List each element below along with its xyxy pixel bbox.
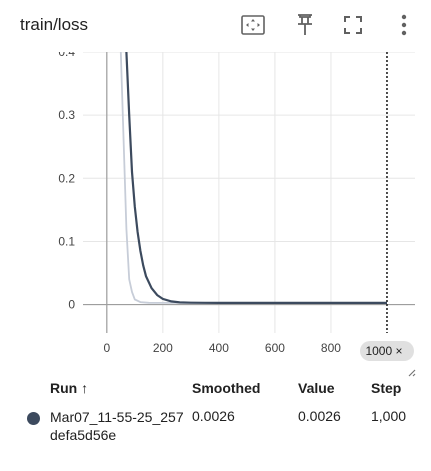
loss-chart[interactable]: 0 0.1 0.2 0.3 0.4 0 200 400 600 800 1000 × [0, 52, 431, 382]
x-tick-label: 800 [321, 341, 341, 355]
raw-value: 0.0026 [298, 408, 341, 424]
col-step-header[interactable]: Step [371, 380, 401, 396]
card-title: train/loss [20, 15, 88, 35]
hover-x-label: 1000 × [365, 344, 402, 358]
fullscreen-icon[interactable] [340, 12, 366, 38]
y-tick-label: 0.2 [58, 171, 75, 185]
x-tick-label: 400 [209, 341, 229, 355]
raw-series-line [121, 52, 387, 303]
smoothed-value: 0.0026 [192, 408, 235, 424]
pin-icon[interactable] [292, 12, 318, 38]
x-tick-label: 200 [153, 341, 173, 355]
more-vert-icon[interactable] [391, 12, 417, 38]
card-header: train/loss [0, 0, 431, 52]
col-smoothed-header[interactable]: Smoothed [192, 380, 260, 396]
x-tick-label: 600 [265, 341, 285, 355]
fit-domain-icon[interactable] [240, 12, 266, 38]
y-tick-label: 0.3 [58, 108, 75, 122]
chart-area[interactable]: 0 0.1 0.2 0.3 0.4 0 200 400 600 800 1000 × [0, 52, 431, 382]
col-value-header[interactable]: Value [298, 380, 335, 396]
smoothed-series-line [126, 52, 387, 303]
y-tick-label: 0.4 [58, 52, 75, 59]
y-tick-label: 0.1 [58, 234, 75, 248]
y-tick-label: 0 [68, 298, 75, 312]
x-tick-label: 0 [103, 341, 110, 355]
step-value: 1,000 [371, 408, 406, 424]
run-table: Run ↑ Smoothed Value Step Mar07_11-55-25… [0, 372, 431, 471]
col-run-header[interactable]: Run ↑ [50, 380, 88, 396]
run-color-dot [27, 412, 40, 425]
run-name: Mar07_11-55-25_257defa5d56e [50, 408, 190, 444]
